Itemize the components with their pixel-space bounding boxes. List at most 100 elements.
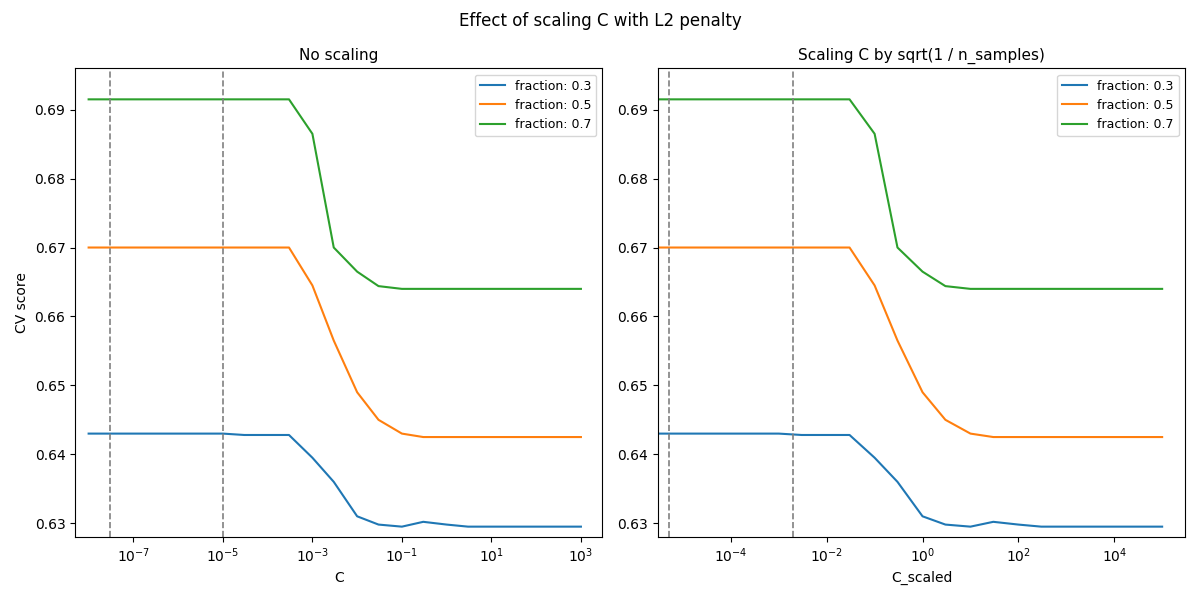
fraction: 0.3: (0.3, 0.63): 0.3: (0.3, 0.63) (416, 518, 431, 526)
fraction: 0.5: (3e+04, 0.642): 0.5: (3e+04, 0.642) (1130, 433, 1145, 440)
fraction: 0.5: (0.3, 0.656): 0.5: (0.3, 0.656) (890, 337, 905, 344)
fraction: 0.7: (300, 0.664): 0.7: (300, 0.664) (1034, 285, 1049, 292)
Line: fraction: 0.7: fraction: 0.7 (635, 100, 1162, 289)
fraction: 0.5: (1e-08, 0.67): 0.5: (1e-08, 0.67) (82, 244, 96, 251)
fraction: 0.3: (3e-05, 0.643): 0.3: (3e-05, 0.643) (698, 430, 713, 437)
fraction: 0.3: (1e+03, 0.629): 0.3: (1e+03, 0.629) (574, 523, 588, 530)
fraction: 0.7: (3e+04, 0.664): 0.7: (3e+04, 0.664) (1130, 285, 1145, 292)
fraction: 0.7: (3e-05, 0.692): 0.7: (3e-05, 0.692) (238, 96, 252, 103)
fraction: 0.5: (1e+04, 0.642): 0.5: (1e+04, 0.642) (1108, 433, 1122, 440)
fraction: 0.3: (0.003, 0.643): 0.3: (0.003, 0.643) (794, 431, 809, 439)
fraction: 0.7: (3e-08, 0.692): 0.7: (3e-08, 0.692) (103, 96, 118, 103)
fraction: 0.7: (10, 0.664): 0.7: (10, 0.664) (964, 285, 978, 292)
fraction: 0.5: (0.001, 0.67): 0.5: (0.001, 0.67) (772, 244, 786, 251)
fraction: 0.3: (0.1, 0.639): 0.3: (0.1, 0.639) (868, 454, 882, 461)
fraction: 0.7: (1e+03, 0.664): 0.7: (1e+03, 0.664) (574, 285, 588, 292)
fraction: 0.5: (1e-06, 0.67): 0.5: (1e-06, 0.67) (628, 244, 642, 251)
fraction: 0.5: (3e-07, 0.67): 0.5: (3e-07, 0.67) (148, 244, 162, 251)
fraction: 0.7: (0.001, 0.686): 0.7: (0.001, 0.686) (305, 130, 319, 137)
fraction: 0.5: (300, 0.642): 0.5: (300, 0.642) (1034, 433, 1049, 440)
fraction: 0.3: (1, 0.631): 0.3: (1, 0.631) (916, 513, 930, 520)
fraction: 0.7: (1e-06, 0.692): 0.7: (1e-06, 0.692) (170, 96, 185, 103)
fraction: 0.5: (100, 0.642): 0.5: (100, 0.642) (529, 433, 544, 440)
fraction: 0.3: (1e-06, 0.643): 0.3: (1e-06, 0.643) (628, 430, 642, 437)
Line: fraction: 0.5: fraction: 0.5 (89, 248, 581, 437)
fraction: 0.3: (3, 0.63): 0.3: (3, 0.63) (938, 521, 953, 528)
fraction: 0.5: (3e-06, 0.67): 0.5: (3e-06, 0.67) (192, 244, 206, 251)
Legend: fraction: 0.3, fraction: 0.5, fraction: 0.7: fraction: 0.3, fraction: 0.5, fraction: … (474, 74, 596, 136)
fraction: 0.3: (3e-06, 0.643): 0.3: (3e-06, 0.643) (192, 430, 206, 437)
fraction: 0.5: (0.1, 0.643): 0.5: (0.1, 0.643) (395, 430, 409, 437)
Title: No scaling: No scaling (299, 48, 378, 63)
fraction: 0.5: (0.0001, 0.67): 0.5: (0.0001, 0.67) (724, 244, 738, 251)
Line: fraction: 0.7: fraction: 0.7 (89, 100, 581, 289)
fraction: 0.3: (1e+05, 0.629): 0.3: (1e+05, 0.629) (1154, 523, 1169, 530)
fraction: 0.5: (1, 0.642): 0.5: (1, 0.642) (439, 433, 454, 440)
fraction: 0.3: (300, 0.629): 0.3: (300, 0.629) (551, 523, 565, 530)
fraction: 0.7: (1e-08, 0.692): 0.7: (1e-08, 0.692) (82, 96, 96, 103)
Y-axis label: CV score: CV score (14, 272, 29, 333)
fraction: 0.3: (0.001, 0.643): 0.3: (0.001, 0.643) (772, 430, 786, 437)
Line: fraction: 0.3: fraction: 0.3 (635, 434, 1162, 527)
Text: Effect of scaling C with L2 penalty: Effect of scaling C with L2 penalty (458, 12, 742, 30)
fraction: 0.7: (0.001, 0.692): 0.7: (0.001, 0.692) (772, 96, 786, 103)
fraction: 0.3: (0.0001, 0.643): 0.3: (0.0001, 0.643) (260, 431, 275, 439)
fraction: 0.5: (0.1, 0.664): 0.5: (0.1, 0.664) (868, 282, 882, 289)
fraction: 0.7: (0.003, 0.67): 0.7: (0.003, 0.67) (326, 244, 341, 251)
fraction: 0.7: (3e+03, 0.664): 0.7: (3e+03, 0.664) (1082, 285, 1097, 292)
fraction: 0.3: (10, 0.629): 0.3: (10, 0.629) (964, 523, 978, 530)
fraction: 0.5: (10, 0.643): 0.5: (10, 0.643) (964, 430, 978, 437)
fraction: 0.5: (0.01, 0.649): 0.5: (0.01, 0.649) (350, 389, 365, 396)
fraction: 0.5: (1, 0.649): 0.5: (1, 0.649) (916, 389, 930, 396)
fraction: 0.3: (3e+04, 0.629): 0.3: (3e+04, 0.629) (1130, 523, 1145, 530)
fraction: 0.3: (0.3, 0.636): 0.3: (0.3, 0.636) (890, 478, 905, 485)
fraction: 0.7: (0.0003, 0.692): 0.7: (0.0003, 0.692) (282, 96, 296, 103)
fraction: 0.7: (3e-07, 0.692): 0.7: (3e-07, 0.692) (148, 96, 162, 103)
fraction: 0.5: (0.01, 0.67): 0.5: (0.01, 0.67) (820, 244, 834, 251)
fraction: 0.5: (3e-08, 0.67): 0.5: (3e-08, 0.67) (103, 244, 118, 251)
fraction: 0.7: (30, 0.664): 0.7: (30, 0.664) (505, 285, 520, 292)
fraction: 0.3: (30, 0.629): 0.3: (30, 0.629) (505, 523, 520, 530)
fraction: 0.5: (3e-05, 0.67): 0.5: (3e-05, 0.67) (698, 244, 713, 251)
fraction: 0.3: (0.01, 0.631): 0.3: (0.01, 0.631) (350, 513, 365, 520)
fraction: 0.7: (0.03, 0.692): 0.7: (0.03, 0.692) (842, 96, 857, 103)
fraction: 0.5: (0.03, 0.645): 0.5: (0.03, 0.645) (371, 416, 385, 424)
fraction: 0.3: (0.1, 0.629): 0.3: (0.1, 0.629) (395, 523, 409, 530)
X-axis label: C_scaled: C_scaled (890, 571, 952, 585)
fraction: 0.7: (3, 0.664): 0.7: (3, 0.664) (461, 285, 475, 292)
fraction: 0.7: (100, 0.664): 0.7: (100, 0.664) (1012, 285, 1026, 292)
fraction: 0.5: (1e+05, 0.642): 0.5: (1e+05, 0.642) (1154, 433, 1169, 440)
fraction: 0.3: (1e-08, 0.643): 0.3: (1e-08, 0.643) (82, 430, 96, 437)
fraction: 0.5: (0.0003, 0.67): 0.5: (0.0003, 0.67) (282, 244, 296, 251)
fraction: 0.5: (3e+03, 0.642): 0.5: (3e+03, 0.642) (1082, 433, 1097, 440)
fraction: 0.7: (10, 0.664): 0.7: (10, 0.664) (485, 285, 499, 292)
fraction: 0.3: (0.03, 0.643): 0.3: (0.03, 0.643) (842, 431, 857, 439)
fraction: 0.3: (1e+03, 0.629): 0.3: (1e+03, 0.629) (1060, 523, 1074, 530)
fraction: 0.7: (1e-05, 0.692): 0.7: (1e-05, 0.692) (676, 96, 690, 103)
fraction: 0.3: (1e+04, 0.629): 0.3: (1e+04, 0.629) (1108, 523, 1122, 530)
fraction: 0.3: (3e-06, 0.643): 0.3: (3e-06, 0.643) (650, 430, 665, 437)
fraction: 0.7: (3e-06, 0.692): 0.7: (3e-06, 0.692) (192, 96, 206, 103)
fraction: 0.7: (0.01, 0.692): 0.7: (0.01, 0.692) (820, 96, 834, 103)
fraction: 0.5: (0.001, 0.664): 0.5: (0.001, 0.664) (305, 282, 319, 289)
fraction: 0.7: (0.1, 0.686): 0.7: (0.1, 0.686) (868, 130, 882, 137)
X-axis label: C: C (334, 571, 343, 585)
fraction: 0.7: (0.003, 0.692): 0.7: (0.003, 0.692) (794, 96, 809, 103)
fraction: 0.7: (3, 0.664): 0.7: (3, 0.664) (938, 283, 953, 290)
fraction: 0.5: (1e-06, 0.67): 0.5: (1e-06, 0.67) (170, 244, 185, 251)
fraction: 0.3: (30, 0.63): 0.3: (30, 0.63) (986, 518, 1001, 526)
fraction: 0.3: (0.0001, 0.643): 0.3: (0.0001, 0.643) (724, 430, 738, 437)
fraction: 0.5: (1e+03, 0.642): 0.5: (1e+03, 0.642) (574, 433, 588, 440)
fraction: 0.5: (0.3, 0.642): 0.5: (0.3, 0.642) (416, 433, 431, 440)
fraction: 0.5: (100, 0.642): 0.5: (100, 0.642) (1012, 433, 1026, 440)
fraction: 0.5: (30, 0.642): 0.5: (30, 0.642) (505, 433, 520, 440)
fraction: 0.3: (300, 0.629): 0.3: (300, 0.629) (1034, 523, 1049, 530)
Line: fraction: 0.3: fraction: 0.3 (89, 434, 581, 527)
fraction: 0.5: (3, 0.642): 0.5: (3, 0.642) (461, 433, 475, 440)
fraction: 0.5: (0.003, 0.656): 0.5: (0.003, 0.656) (326, 337, 341, 344)
fraction: 0.5: (3e-06, 0.67): 0.5: (3e-06, 0.67) (650, 244, 665, 251)
fraction: 0.5: (0.0003, 0.67): 0.5: (0.0003, 0.67) (746, 244, 761, 251)
fraction: 0.7: (0.0003, 0.692): 0.7: (0.0003, 0.692) (746, 96, 761, 103)
fraction: 0.3: (1e-05, 0.643): 0.3: (1e-05, 0.643) (676, 430, 690, 437)
fraction: 0.5: (1e-07, 0.67): 0.5: (1e-07, 0.67) (126, 244, 140, 251)
